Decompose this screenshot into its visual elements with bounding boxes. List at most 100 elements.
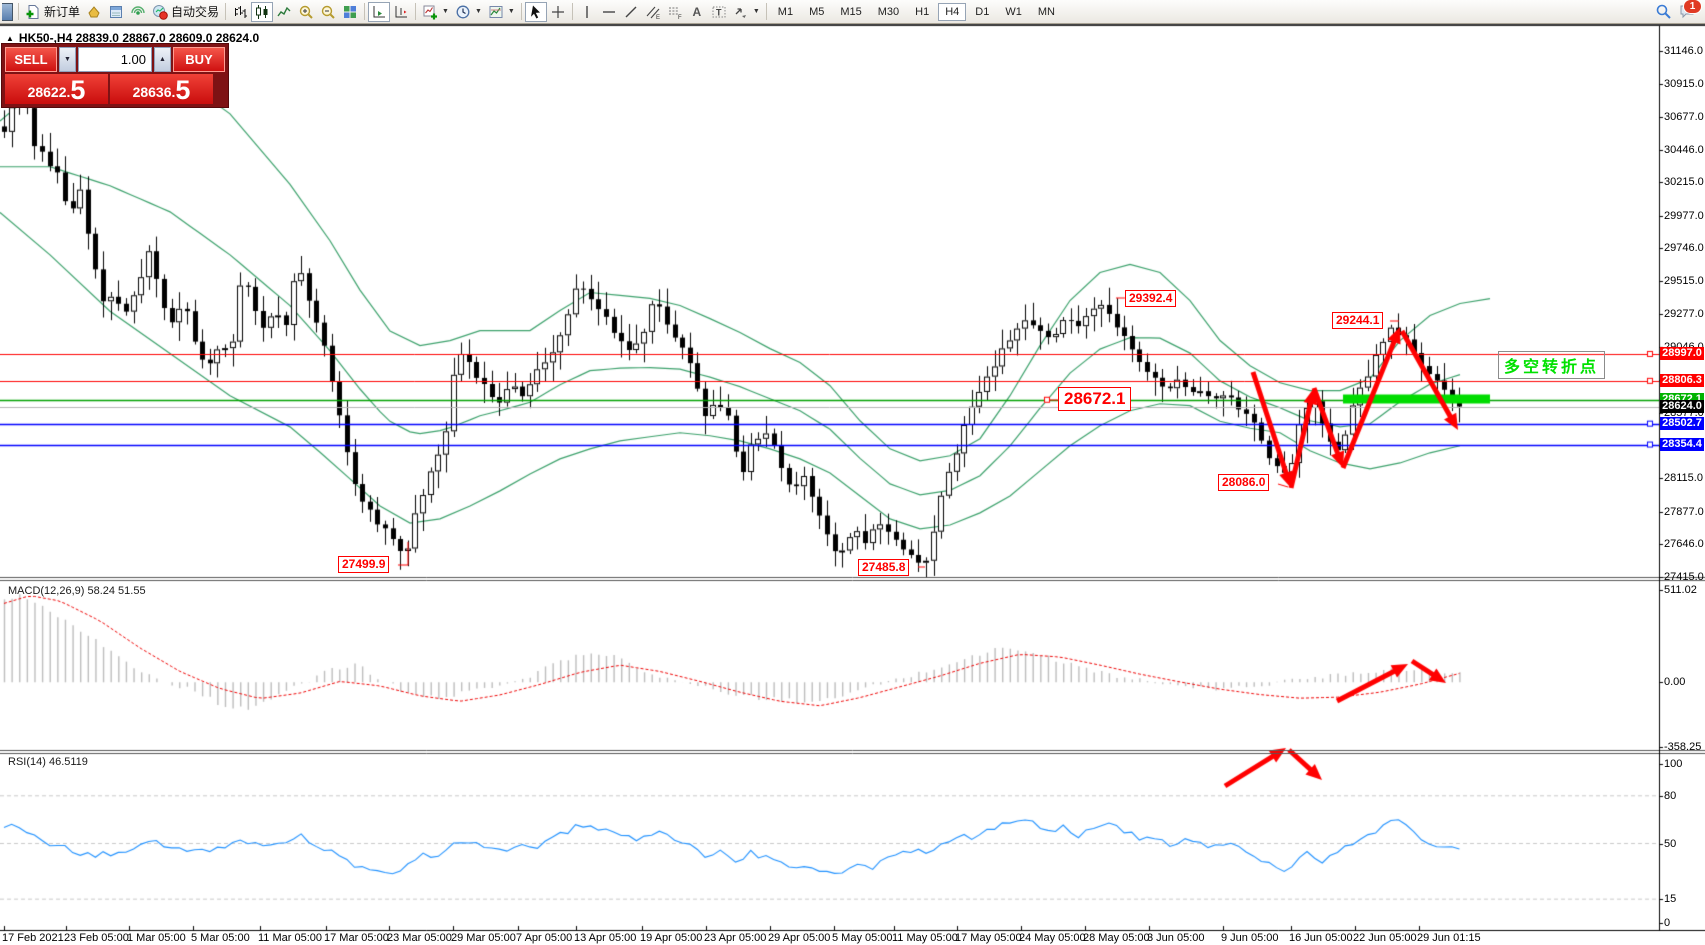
chart-symbol-label: ▲ HK50-,H4 28839.0 28867.0 28609.0 28624…	[6, 31, 259, 45]
autotrading-button[interactable]: 自动交易	[149, 2, 222, 22]
text-a-icon: A	[692, 4, 702, 19]
price-tick: 29515.0	[1664, 274, 1704, 287]
price-callout[interactable]: 28672.1	[1058, 387, 1132, 411]
svg-text:T: T	[716, 7, 722, 17]
tile-windows-button[interactable]	[339, 2, 361, 22]
new-order-button[interactable]: 新订单	[22, 2, 83, 22]
price-tick: 30215.0	[1664, 176, 1704, 189]
price-callout[interactable]: 29392.4	[1125, 290, 1177, 307]
time-tick: 23 Feb 05:00	[64, 932, 129, 944]
time-tick: 29 Jun 01:15	[1417, 932, 1481, 944]
equidistant-channel-button[interactable]: E	[642, 2, 664, 22]
volume-input[interactable]	[78, 47, 152, 72]
price-tick: 27646.0	[1664, 538, 1704, 551]
price-callout[interactable]: 28086.0	[1218, 474, 1270, 491]
bar-chart-icon	[232, 4, 248, 20]
crosshair-button[interactable]	[547, 2, 569, 22]
auto-scroll-button[interactable]	[368, 1, 391, 22]
toolbar-separator	[765, 3, 767, 20]
price-callout[interactable]: 27499.9	[338, 556, 390, 573]
zoom-out-button[interactable]	[317, 2, 339, 22]
autotrading-icon	[152, 4, 168, 20]
candlestick-chart-icon	[254, 4, 270, 20]
chart-shift-button[interactable]	[390, 2, 412, 22]
line-chart-button[interactable]	[273, 2, 295, 22]
timeframe-d1[interactable]: D1	[968, 3, 996, 21]
sell-button[interactable]: SELL	[5, 47, 57, 72]
templates-icon	[488, 4, 504, 20]
profiles-button[interactable]	[83, 2, 105, 22]
time-tick: 11 May 05:00	[892, 932, 958, 944]
price-callout[interactable]: 29244.1	[1332, 312, 1384, 329]
indicators-icon	[422, 4, 438, 20]
time-tick: 16 Jun 05:00	[1289, 932, 1353, 944]
time-tick: 17 May 05:00	[955, 932, 1022, 944]
bar-chart-button[interactable]	[229, 2, 251, 22]
buy-price-display[interactable]: 28636. 5	[110, 74, 213, 104]
sell-price-display[interactable]: 28622. 5	[5, 74, 108, 104]
timeframe-h1[interactable]: H1	[908, 3, 936, 21]
time-tick: 19 Apr 05:00	[640, 932, 703, 944]
time-tick: 7 Apr 05:00	[516, 932, 573, 944]
timeframe-m1[interactable]: M1	[771, 3, 800, 21]
price-level-label: 28624.0	[1660, 400, 1704, 414]
trendline-icon	[623, 4, 639, 20]
timeframe-w1[interactable]: W1	[998, 3, 1029, 21]
candlestick-chart-button[interactable]	[251, 1, 274, 22]
notifications-chat-icon[interactable]: 1	[1679, 0, 1702, 20]
rsi-scale-tick: 0	[1664, 917, 1671, 929]
toolbar-separator	[364, 3, 366, 20]
templates-button[interactable]: ▼	[485, 2, 518, 22]
dropdown-caret-icon: ▼	[474, 8, 482, 15]
price-level-label: 28806.3	[1660, 374, 1704, 388]
price-callout[interactable]: 27485.8	[858, 559, 910, 576]
volume-increase-button[interactable]: ▲	[154, 47, 171, 72]
zoom-out-icon	[320, 4, 336, 20]
cursor-icon	[528, 4, 544, 20]
time-tick: 9 Jun 05:00	[1221, 932, 1279, 944]
indicators-button[interactable]: ▼	[419, 2, 452, 22]
timeframe-h4[interactable]: H4	[938, 2, 967, 21]
vertical-line-button[interactable]	[576, 2, 598, 22]
timeframe-m5[interactable]: M5	[802, 3, 831, 21]
time-tick: 23 Mar 05:00	[387, 932, 452, 944]
arrows-tool-icon	[733, 4, 749, 20]
main-toolbar: 新订单 自动交易	[0, 0, 1705, 24]
cursor-button[interactable]	[524, 1, 547, 22]
collapse-triangle-icon[interactable]: ▲	[6, 33, 14, 43]
time-tick: 17 Feb 2021	[2, 932, 64, 944]
signals-button[interactable]	[127, 2, 149, 22]
fibonacci-button[interactable]: F	[664, 2, 686, 22]
buy-button[interactable]: BUY	[173, 47, 225, 72]
periods-button[interactable]: ▼	[452, 2, 485, 22]
toolbar-separator	[520, 3, 522, 20]
horizontal-line-button[interactable]	[598, 2, 620, 22]
zoom-in-button[interactable]	[295, 2, 317, 22]
price-tick: 30446.0	[1664, 143, 1704, 156]
sell-price-pip: 5	[70, 75, 86, 105]
time-tick: 5 May 05:00	[832, 932, 893, 944]
timeframe-mn[interactable]: MN	[1031, 3, 1062, 21]
price-level-label: 28997.0	[1660, 347, 1704, 361]
arrows-tool-button[interactable]: ▼	[730, 2, 763, 22]
timeframe-m30[interactable]: M30	[871, 3, 906, 21]
text-button[interactable]: A	[686, 2, 708, 22]
market-watch-button[interactable]	[105, 2, 127, 22]
price-tick: 31146.0	[1664, 45, 1703, 57]
chinese-annotation[interactable]: 多空转折点	[1498, 351, 1606, 379]
zoom-in-icon	[298, 4, 314, 20]
time-tick: 13 Apr 05:00	[574, 932, 637, 944]
time-tick: 24 May 05:00	[1019, 932, 1086, 944]
price-tick: 27877.0	[1664, 505, 1704, 518]
trendline-button[interactable]	[620, 2, 642, 22]
text-label-button[interactable]: T	[708, 2, 730, 22]
notification-badge: 1	[1683, 0, 1702, 14]
volume-decrease-button[interactable]: ▼	[59, 47, 76, 72]
time-tick: 3 Jun 05:00	[1147, 932, 1205, 944]
macd-scale-tick: 511.02	[1664, 584, 1697, 596]
timeframe-m15[interactable]: M15	[833, 3, 868, 21]
toolbar-separator	[225, 3, 227, 20]
auto-scroll-icon	[371, 4, 387, 20]
search-icon[interactable]	[1655, 4, 1671, 20]
